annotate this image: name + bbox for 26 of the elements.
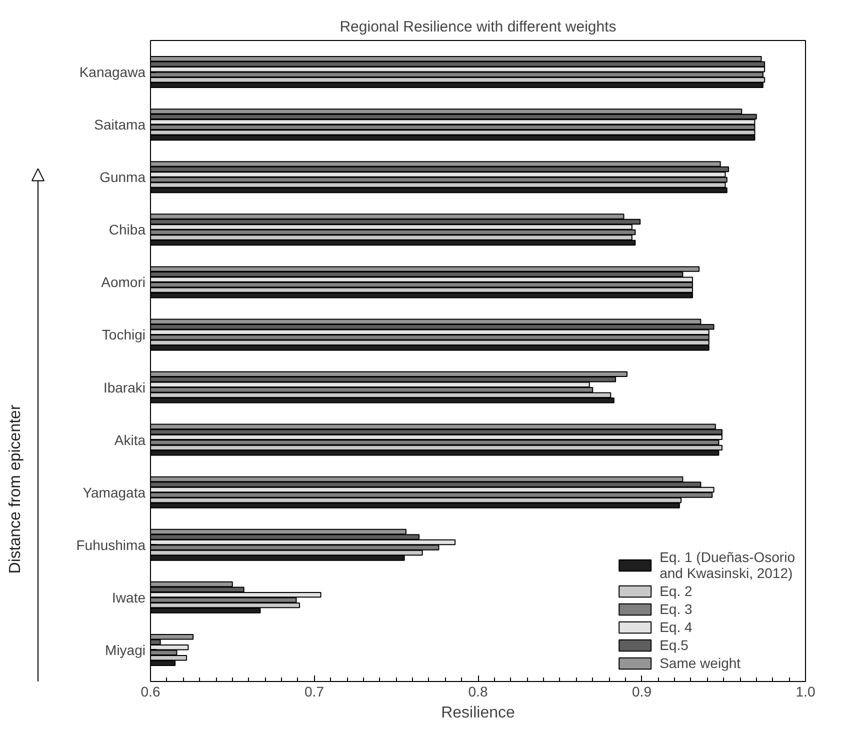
y-tick-label: Yamagata: [82, 484, 146, 500]
y-tick-label: Kanagawa: [79, 64, 146, 80]
legend-label: Same weight: [660, 655, 741, 671]
y-tick-label: Fuhushima: [76, 536, 146, 553]
x-tick-label: 0.9: [632, 684, 652, 700]
y-tick-label: Chiba: [108, 222, 146, 238]
x-tick-label: 0.6: [140, 684, 160, 700]
y-tick-label: Aomori: [101, 274, 146, 290]
y-axis-title: Distance from epicenter: [7, 404, 24, 574]
y-tick-label: Akita: [114, 432, 146, 448]
x-tick-label: 0.7: [304, 684, 324, 700]
legend-label: Eq.5: [660, 637, 688, 653]
chart-title: Regional Resilience with different weights: [340, 18, 616, 36]
legend-label: Eq. 4: [660, 619, 692, 635]
y-tick-label: Ibaraki: [103, 379, 146, 396]
y-tick-label: Miyagi: [105, 642, 146, 658]
legend-label: Eq. 3: [660, 601, 692, 617]
x-tick-label: 0.8: [468, 684, 488, 700]
y-tick-label: Saitama: [94, 116, 146, 133]
y-tick-label: Iwate: [112, 589, 146, 606]
y-tick-label: Tochigi: [102, 326, 146, 343]
x-axis-title: Resilience: [441, 704, 516, 722]
x-tick-label: 1.0: [796, 684, 816, 700]
legend-label: Eq. 2: [660, 583, 692, 599]
legend-label: Eq. 1 (Dueñas-Osorio and Kwasinski, 2012): [660, 549, 795, 581]
y-tick-label: Gunma: [100, 169, 146, 186]
